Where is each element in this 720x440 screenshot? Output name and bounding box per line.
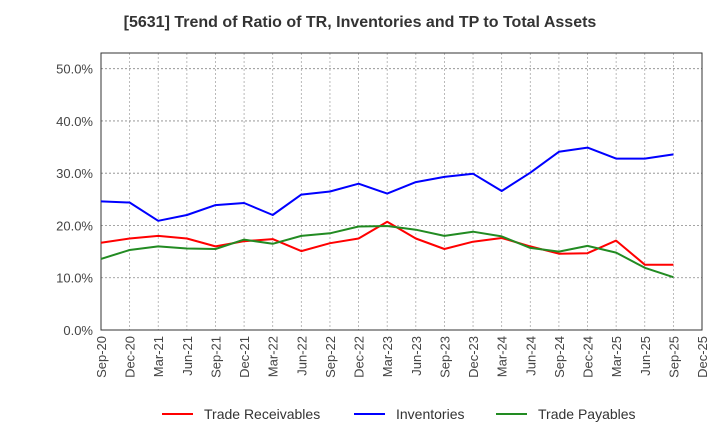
x-tick-label: Dec-24 (581, 336, 596, 378)
x-tick-label: Jun-22 (294, 336, 309, 376)
x-tick-label: Dec-20 (123, 336, 138, 378)
x-tick-label: Jun-25 (638, 336, 653, 376)
chart-title: [5631] Trend of Ratio of TR, Inventories… (123, 14, 597, 31)
x-tick-label: Mar-23 (380, 336, 395, 377)
series-line-trade-receivables (100, 220, 674, 266)
series-line-trade-payables (100, 225, 674, 279)
legend-label: Inventories (396, 406, 464, 422)
legend-label: Trade Receivables (204, 406, 320, 422)
x-tick-label: Dec-23 (466, 336, 481, 378)
x-tick-label: Jun-21 (180, 336, 195, 376)
y-tick-label: 50.0% (56, 62, 93, 77)
legend: Trade Receivables Inventories Trade Payabl… (162, 406, 636, 422)
x-tick-label: Sep-25 (666, 336, 681, 378)
x-tick-label: Sep-24 (552, 336, 567, 378)
y-tick-label: 0.0% (63, 323, 93, 338)
y-tick-label: 20.0% (56, 218, 93, 233)
series-lines (100, 146, 674, 279)
plot-frame (100, 52, 703, 331)
x-tick-label: Mar-25 (609, 336, 624, 377)
x-tick-label: Sep-20 (94, 336, 109, 378)
x-tick-label: Jun-23 (409, 336, 424, 376)
x-tick-label: Sep-22 (323, 336, 338, 378)
legend-label: Trade Payables (538, 406, 636, 422)
y-tick-label: 40.0% (56, 114, 93, 129)
x-tick-label: Sep-21 (208, 336, 223, 378)
x-tick-label: Dec-21 (237, 336, 252, 378)
x-tick-label: Jun-24 (523, 336, 538, 376)
x-tick-label: Dec-25 (695, 336, 710, 378)
series-line-inventories (100, 146, 674, 222)
y-axis-tick-labels: 0.0% 10.0% 20.0% 30.0% 40.0% 50.0% (56, 62, 93, 338)
x-tick-label: Mar-24 (495, 336, 510, 377)
x-tick-label: Mar-22 (266, 336, 281, 377)
x-axis-tick-labels: Sep-20 Dec-20 Mar-21 Jun-21 Sep-21 Dec-21 Mar-… (94, 336, 710, 378)
x-tick-label: Sep-23 (437, 336, 452, 378)
grid-lines (100, 53, 703, 331)
y-tick-label: 10.0% (56, 271, 93, 286)
x-tick-label: Mar-21 (151, 336, 166, 377)
x-tick-label: Dec-22 (352, 336, 367, 378)
y-tick-label: 30.0% (56, 166, 93, 181)
